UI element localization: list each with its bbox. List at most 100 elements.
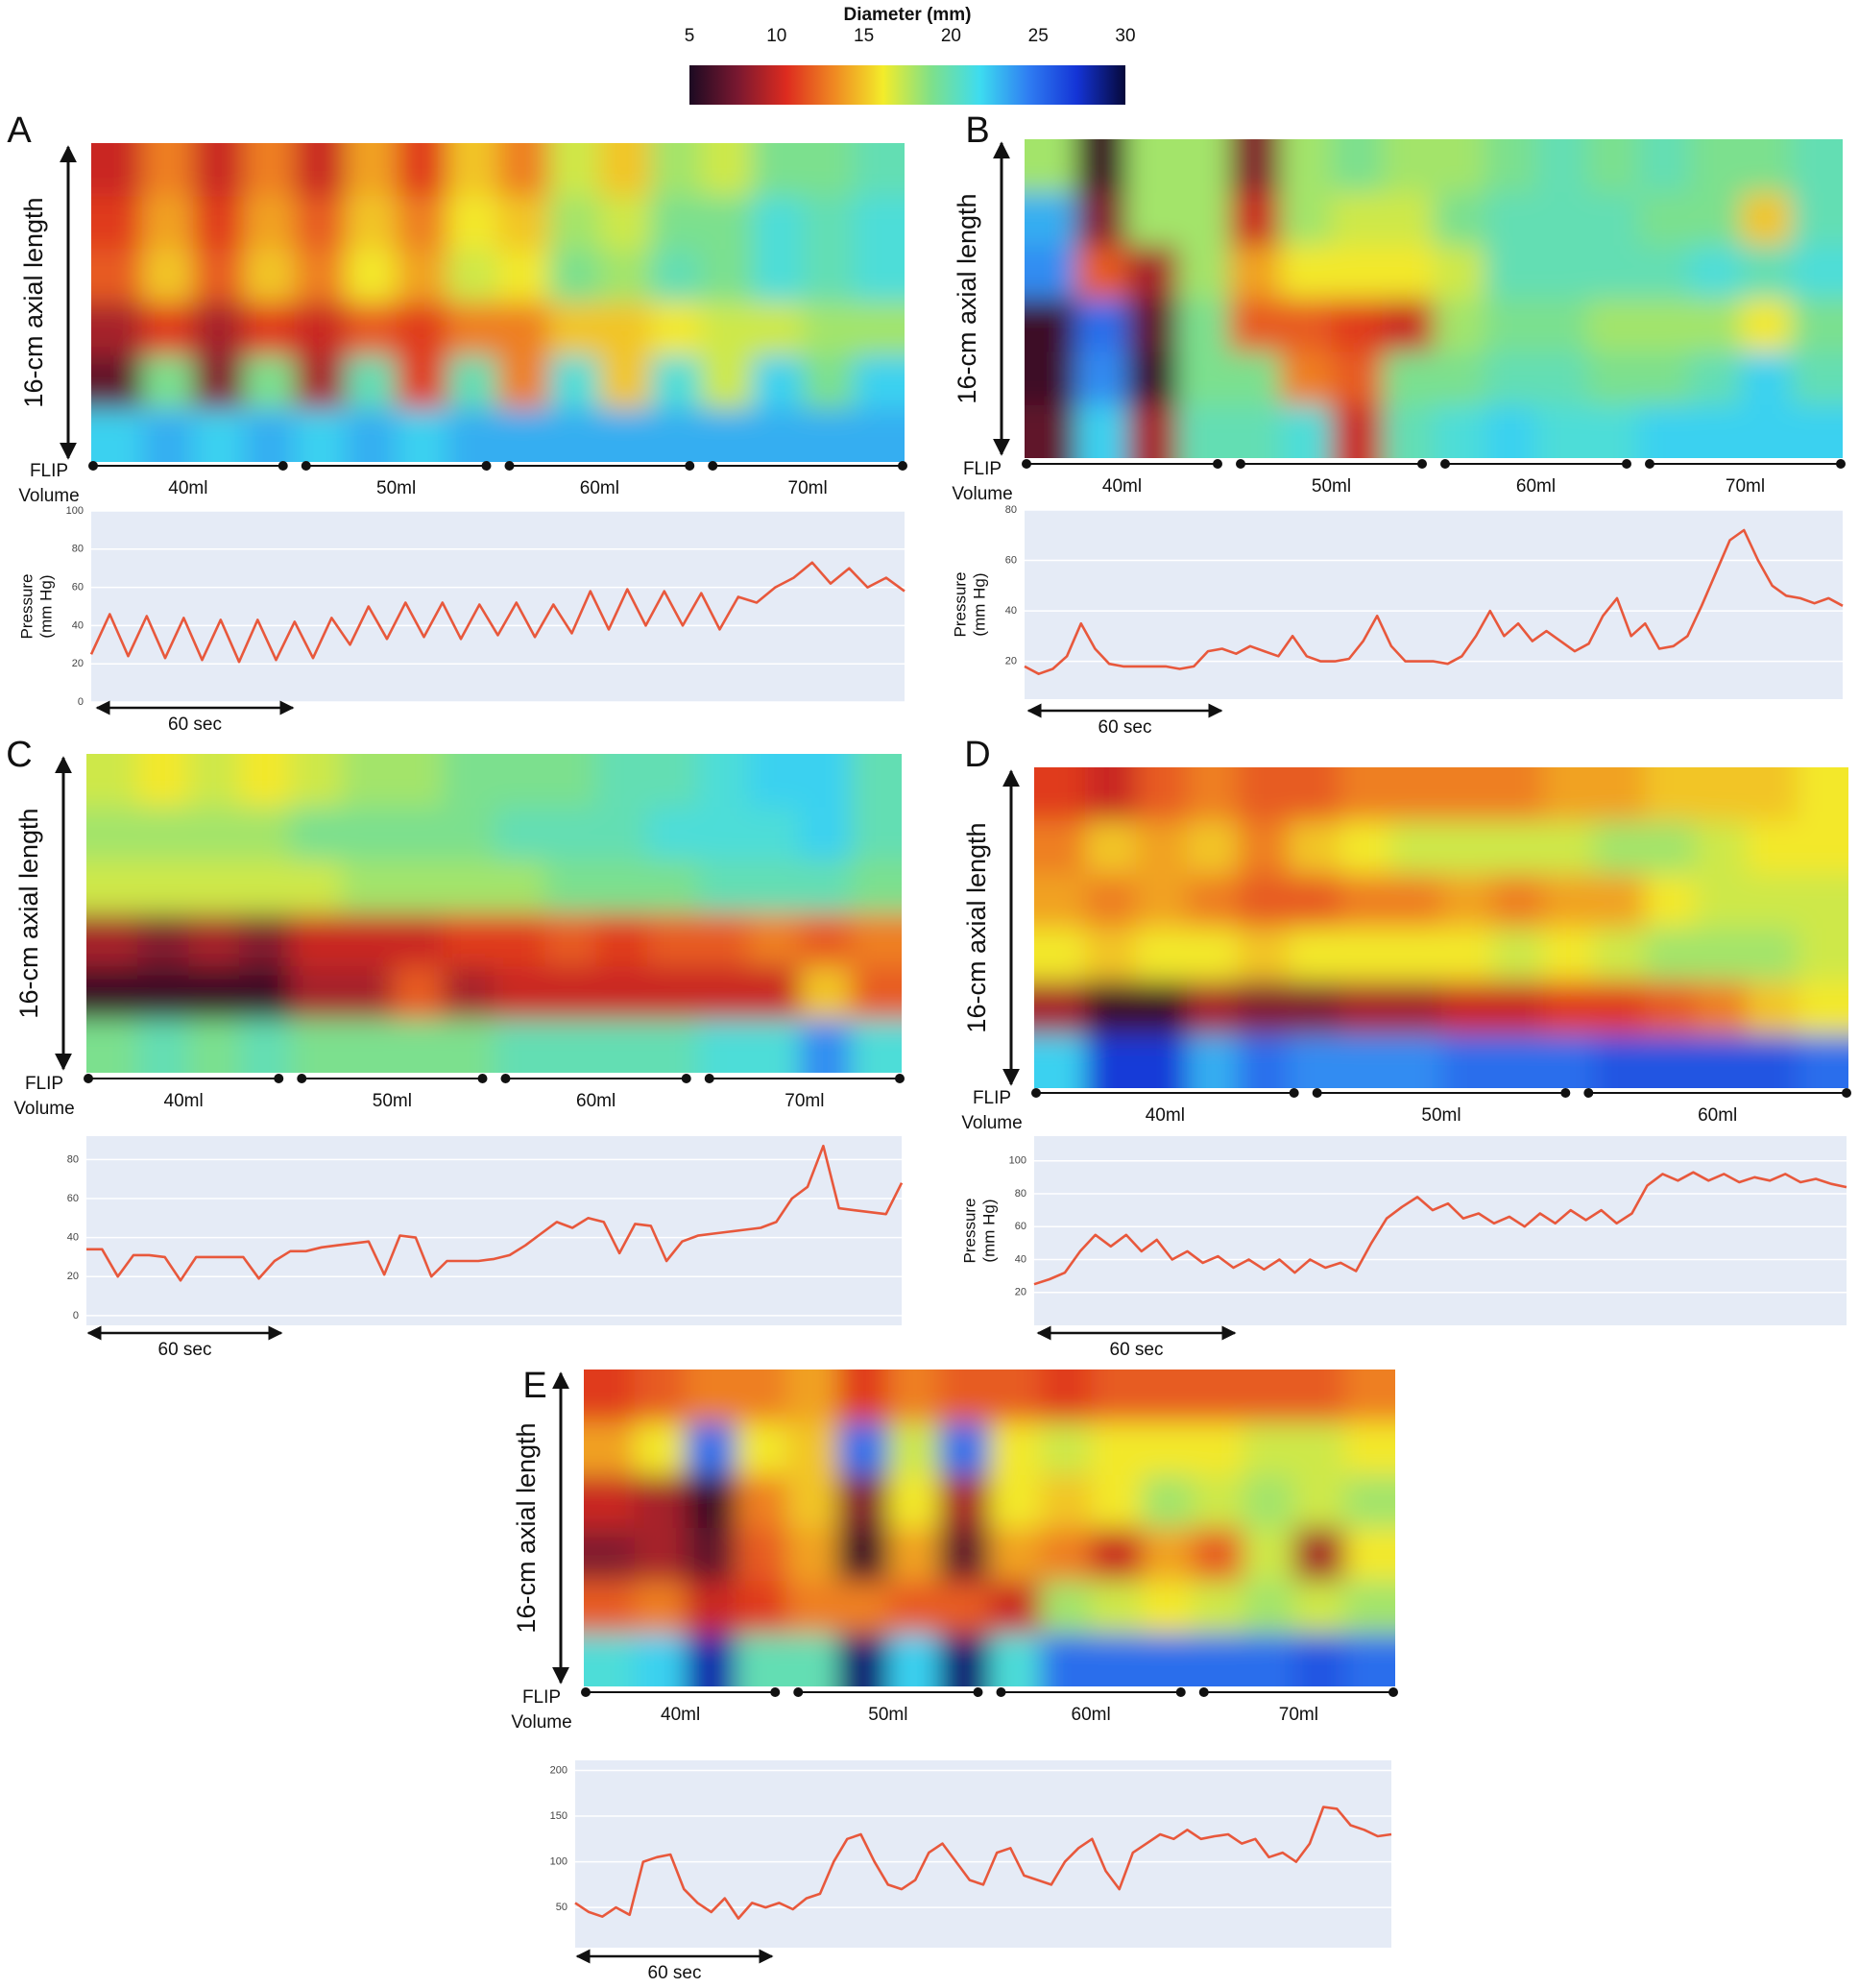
heatmap-cell — [1091, 1634, 1143, 1686]
volume-dot — [1440, 459, 1450, 469]
heatmap-cell — [239, 807, 292, 861]
heatmap-cell — [243, 249, 296, 303]
heatmap-cell — [803, 355, 856, 410]
heatmap-cell — [1441, 1034, 1493, 1088]
heatmap-cell — [1177, 139, 1230, 194]
heatmap-cell — [548, 196, 601, 251]
colorbar-tick-label: 10 — [766, 26, 786, 46]
heatmap — [1034, 767, 1848, 1088]
heatmap-cell — [1340, 981, 1391, 1036]
heatmap-cell — [595, 1019, 648, 1073]
heatmap-cell — [1382, 299, 1435, 353]
heatmap-cell — [887, 1370, 940, 1423]
heatmap-cell — [243, 303, 296, 357]
heatmap-cell — [1238, 874, 1290, 929]
heatmap-cell — [1485, 404, 1537, 458]
heatmap-cell — [239, 913, 292, 968]
volume-label: 40ml — [168, 478, 207, 498]
scale-bar-label: 60 sec — [158, 1340, 212, 1360]
heatmap-cell — [497, 196, 550, 251]
heatmap-cell — [697, 1019, 750, 1073]
heatmap-cell — [1689, 139, 1742, 194]
heatmap-cell — [294, 249, 347, 303]
heatmap-cell — [1187, 1034, 1239, 1088]
colorbar-tick-label: 30 — [1115, 26, 1135, 46]
heatmap-cell — [1689, 404, 1742, 458]
heatmap-cell — [1192, 1475, 1244, 1529]
heatmap-cell — [1535, 299, 1588, 353]
volume-label: 40ml — [1146, 1105, 1185, 1126]
heatmap-cell — [294, 143, 347, 198]
heatmap-cell — [497, 249, 550, 303]
heatmap-cell — [850, 754, 902, 809]
heatmap-cell — [595, 807, 648, 861]
heatmap-cell — [595, 913, 648, 968]
heatmap-cell — [1594, 981, 1646, 1036]
heatmap-cell — [1229, 352, 1282, 406]
heatmap-cell — [1645, 874, 1697, 929]
volume-label: 70ml — [785, 1091, 824, 1111]
heatmap-cell — [1340, 1034, 1391, 1088]
heatmap-cell — [887, 1528, 940, 1582]
heatmap-cell — [290, 1019, 343, 1073]
heatmap-cell — [599, 408, 652, 462]
heatmap-cell — [1177, 352, 1230, 406]
heatmap-cell — [544, 913, 597, 968]
heatmap-cell — [1645, 928, 1697, 982]
volume-dot — [297, 1074, 307, 1083]
heatmap-cell — [938, 1370, 991, 1423]
heatmap-cell — [1798, 981, 1848, 1036]
heatmap-cell — [1040, 1528, 1093, 1582]
heatmap-cell — [1238, 981, 1290, 1036]
heatmap-cell — [1586, 245, 1639, 300]
heatmap-cell — [1638, 352, 1691, 406]
heatmap-cell — [786, 1528, 839, 1582]
heatmap-cell — [341, 807, 394, 861]
heatmap-cell — [1187, 767, 1239, 822]
heatmap-cell — [634, 1581, 687, 1635]
volume-title: Volume — [13, 1099, 74, 1119]
volume-dot — [1175, 1687, 1186, 1697]
heatmap-cell — [1434, 299, 1486, 353]
heatmap-cell — [1492, 981, 1544, 1036]
heatmap-cell — [91, 408, 143, 462]
heatmap-cell — [1126, 352, 1179, 406]
heatmap-cell — [544, 754, 597, 809]
heatmap-cell — [1382, 352, 1435, 406]
heatmap-cell — [1434, 352, 1486, 406]
heatmap-cell — [1638, 139, 1691, 194]
heatmap-cell — [1344, 1475, 1395, 1529]
volume-dot — [88, 461, 98, 471]
heatmap-cell — [1594, 820, 1646, 876]
volume-title: FLIP — [963, 459, 1002, 479]
panel-letter: E — [522, 1366, 546, 1406]
heatmap-cell — [989, 1581, 1042, 1635]
heatmap-cell — [1492, 820, 1544, 876]
heatmap-cell — [1492, 1034, 1544, 1088]
heatmap-cell — [887, 1634, 940, 1686]
heatmap-cell — [188, 966, 241, 1021]
heatmap-cell — [1040, 1634, 1093, 1686]
heatmap-cell — [294, 196, 347, 251]
heatmap-cells — [1025, 139, 1843, 458]
heatmap-cell — [188, 1019, 241, 1073]
volume-dot — [1236, 459, 1245, 469]
heatmap-cell — [1696, 981, 1748, 1036]
heatmap-cell — [1085, 767, 1137, 822]
heatmap-cell — [854, 408, 905, 462]
heatmap-cell — [345, 303, 398, 357]
heatmap-cell — [91, 355, 143, 410]
heatmap-cell — [341, 1019, 394, 1073]
volume-label: 50ml — [1421, 1105, 1461, 1126]
heatmap-cell — [1390, 928, 1442, 982]
plot-background — [86, 1136, 902, 1325]
heatmap-cell — [91, 143, 143, 198]
heatmap-cell — [91, 303, 143, 357]
heatmap-cell — [697, 754, 750, 809]
heatmap-cell — [1187, 820, 1239, 876]
heatmap-cell — [1485, 245, 1537, 300]
heatmap-cell — [1025, 299, 1077, 353]
heatmap-cell — [1229, 404, 1282, 458]
heatmap-cell — [392, 913, 445, 968]
heatmap-cell — [1791, 299, 1843, 353]
